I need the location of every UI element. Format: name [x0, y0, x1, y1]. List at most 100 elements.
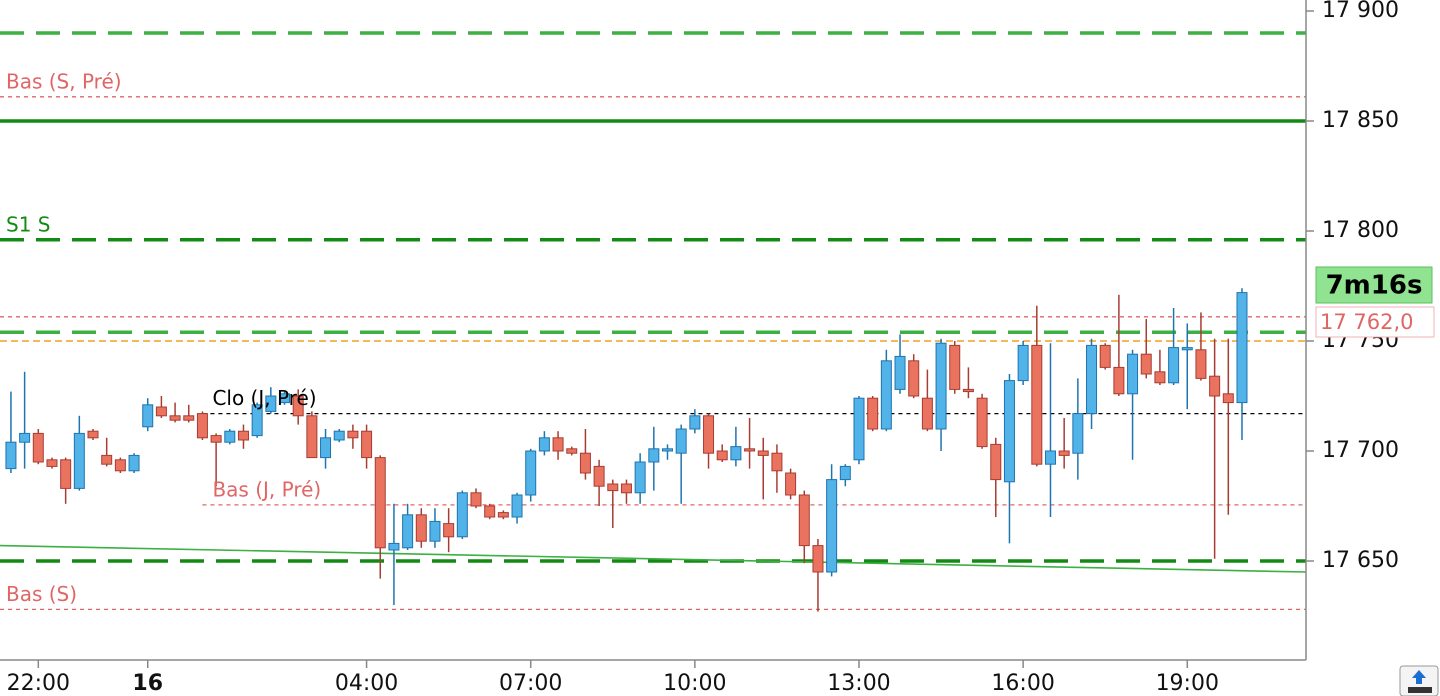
- candle-body: [265, 395, 277, 412]
- trend-line: [0, 544, 1307, 573]
- candle-body: [552, 437, 564, 452]
- candle-body: [1072, 413, 1084, 454]
- candle-body: [661, 448, 673, 452]
- candle-body: [32, 432, 44, 463]
- candle-body: [1003, 380, 1015, 483]
- candle-body: [538, 437, 550, 452]
- candle-body: [333, 430, 345, 441]
- x-tick-label: 07:00: [499, 671, 562, 696]
- candle-body: [1086, 344, 1098, 415]
- candle-body: [1236, 292, 1248, 404]
- candle-body: [675, 428, 687, 454]
- candle-body: [429, 520, 441, 542]
- level-label: Bas (S): [6, 582, 77, 606]
- trend-layer: [0, 544, 1307, 573]
- candle-body: [306, 415, 318, 459]
- candle-body: [183, 415, 195, 421]
- candle-body: [388, 542, 400, 551]
- x-tick-label: 16:00: [991, 671, 1054, 696]
- last-price: 17 762,0: [1320, 310, 1414, 334]
- level-label: Bas (S, Pré): [6, 69, 122, 93]
- labels-layer: Bas (S, Pré) S1 S Clo (J, Pré) Bas (J, Pré)…: [6, 69, 321, 606]
- candle-body: [374, 457, 386, 549]
- candle-body: [292, 395, 304, 417]
- bar-icon: [1408, 687, 1432, 693]
- candle-body: [196, 413, 208, 439]
- level-label: S1 S: [6, 212, 50, 236]
- candle-body: [634, 461, 646, 494]
- candle-body: [1209, 375, 1221, 397]
- corner-button[interactable]: [1399, 665, 1439, 696]
- candle-body: [169, 415, 181, 421]
- y-tick-label: 17 900: [1322, 0, 1399, 23]
- candle-body: [566, 448, 578, 454]
- y-tick-label: 17 700: [1322, 438, 1399, 463]
- candle-body: [648, 448, 660, 463]
- candle-body: [867, 397, 879, 430]
- candle-body: [1058, 450, 1070, 456]
- candle-body: [511, 494, 523, 518]
- candle-body: [210, 435, 222, 443]
- candle-body: [1222, 393, 1234, 404]
- x-tick-label: 04:00: [335, 671, 398, 696]
- countdown: 7m16s: [1326, 271, 1423, 301]
- y-tick-label: 17 850: [1322, 108, 1399, 133]
- candle-body: [853, 397, 865, 461]
- x-tick-label: 22:00: [7, 671, 70, 696]
- candle-body: [1017, 344, 1029, 382]
- candle-body: [484, 505, 496, 518]
- candle-body: [73, 432, 85, 489]
- candle-body: [1154, 371, 1166, 384]
- candle-body: [1031, 344, 1043, 465]
- candle-body: [798, 494, 810, 547]
- countdown-box: [1315, 266, 1433, 304]
- candle-body: [593, 465, 605, 487]
- candle-body: [716, 450, 728, 461]
- candle-body: [128, 454, 140, 472]
- candle-body: [908, 360, 920, 397]
- boxes-layer: 7m16s 17 762,0: [1315, 266, 1435, 338]
- x-tick-label: 19:00: [1156, 671, 1219, 696]
- candle-body: [1044, 450, 1056, 465]
- candle-body: [361, 430, 373, 459]
- level-label: Bas (J, Pré): [212, 477, 321, 501]
- candle-body: [880, 360, 892, 430]
- candle-body: [990, 443, 1002, 481]
- candles-layer: [5, 288, 1248, 612]
- candle-body: [237, 430, 249, 441]
- candle-body: [757, 450, 769, 456]
- candle-body: [703, 415, 715, 454]
- candle-body: [402, 514, 414, 549]
- level-label: Clo (J, Pré): [212, 386, 316, 410]
- candle-body: [142, 404, 154, 428]
- candle-body: [771, 452, 783, 472]
- candle-body: [785, 472, 797, 496]
- candle-body: [443, 523, 455, 538]
- candle-body: [962, 388, 974, 393]
- candle-body: [976, 397, 988, 448]
- candle-body: [607, 483, 619, 492]
- candle-body: [101, 454, 113, 465]
- candle-body: [620, 483, 632, 494]
- x-tick-label: 10:00: [663, 671, 726, 696]
- candle-body: [1099, 344, 1111, 368]
- candle-body: [935, 342, 947, 430]
- candle-body: [224, 430, 236, 443]
- candle-body: [470, 492, 482, 507]
- candle-body: [114, 459, 126, 472]
- candle-body: [87, 430, 99, 439]
- candle-body: [19, 432, 31, 443]
- candle-body: [1140, 353, 1152, 375]
- arrow-icon: [1412, 670, 1426, 684]
- candle-body: [525, 450, 537, 496]
- candle-body: [497, 512, 509, 518]
- x-tick-label: 16: [132, 671, 163, 696]
- candle-body: [826, 479, 838, 573]
- x-tick-label: 13:00: [827, 671, 890, 696]
- candle-body: [1127, 353, 1139, 395]
- candle-body: [579, 452, 591, 474]
- candle-body: [347, 430, 359, 439]
